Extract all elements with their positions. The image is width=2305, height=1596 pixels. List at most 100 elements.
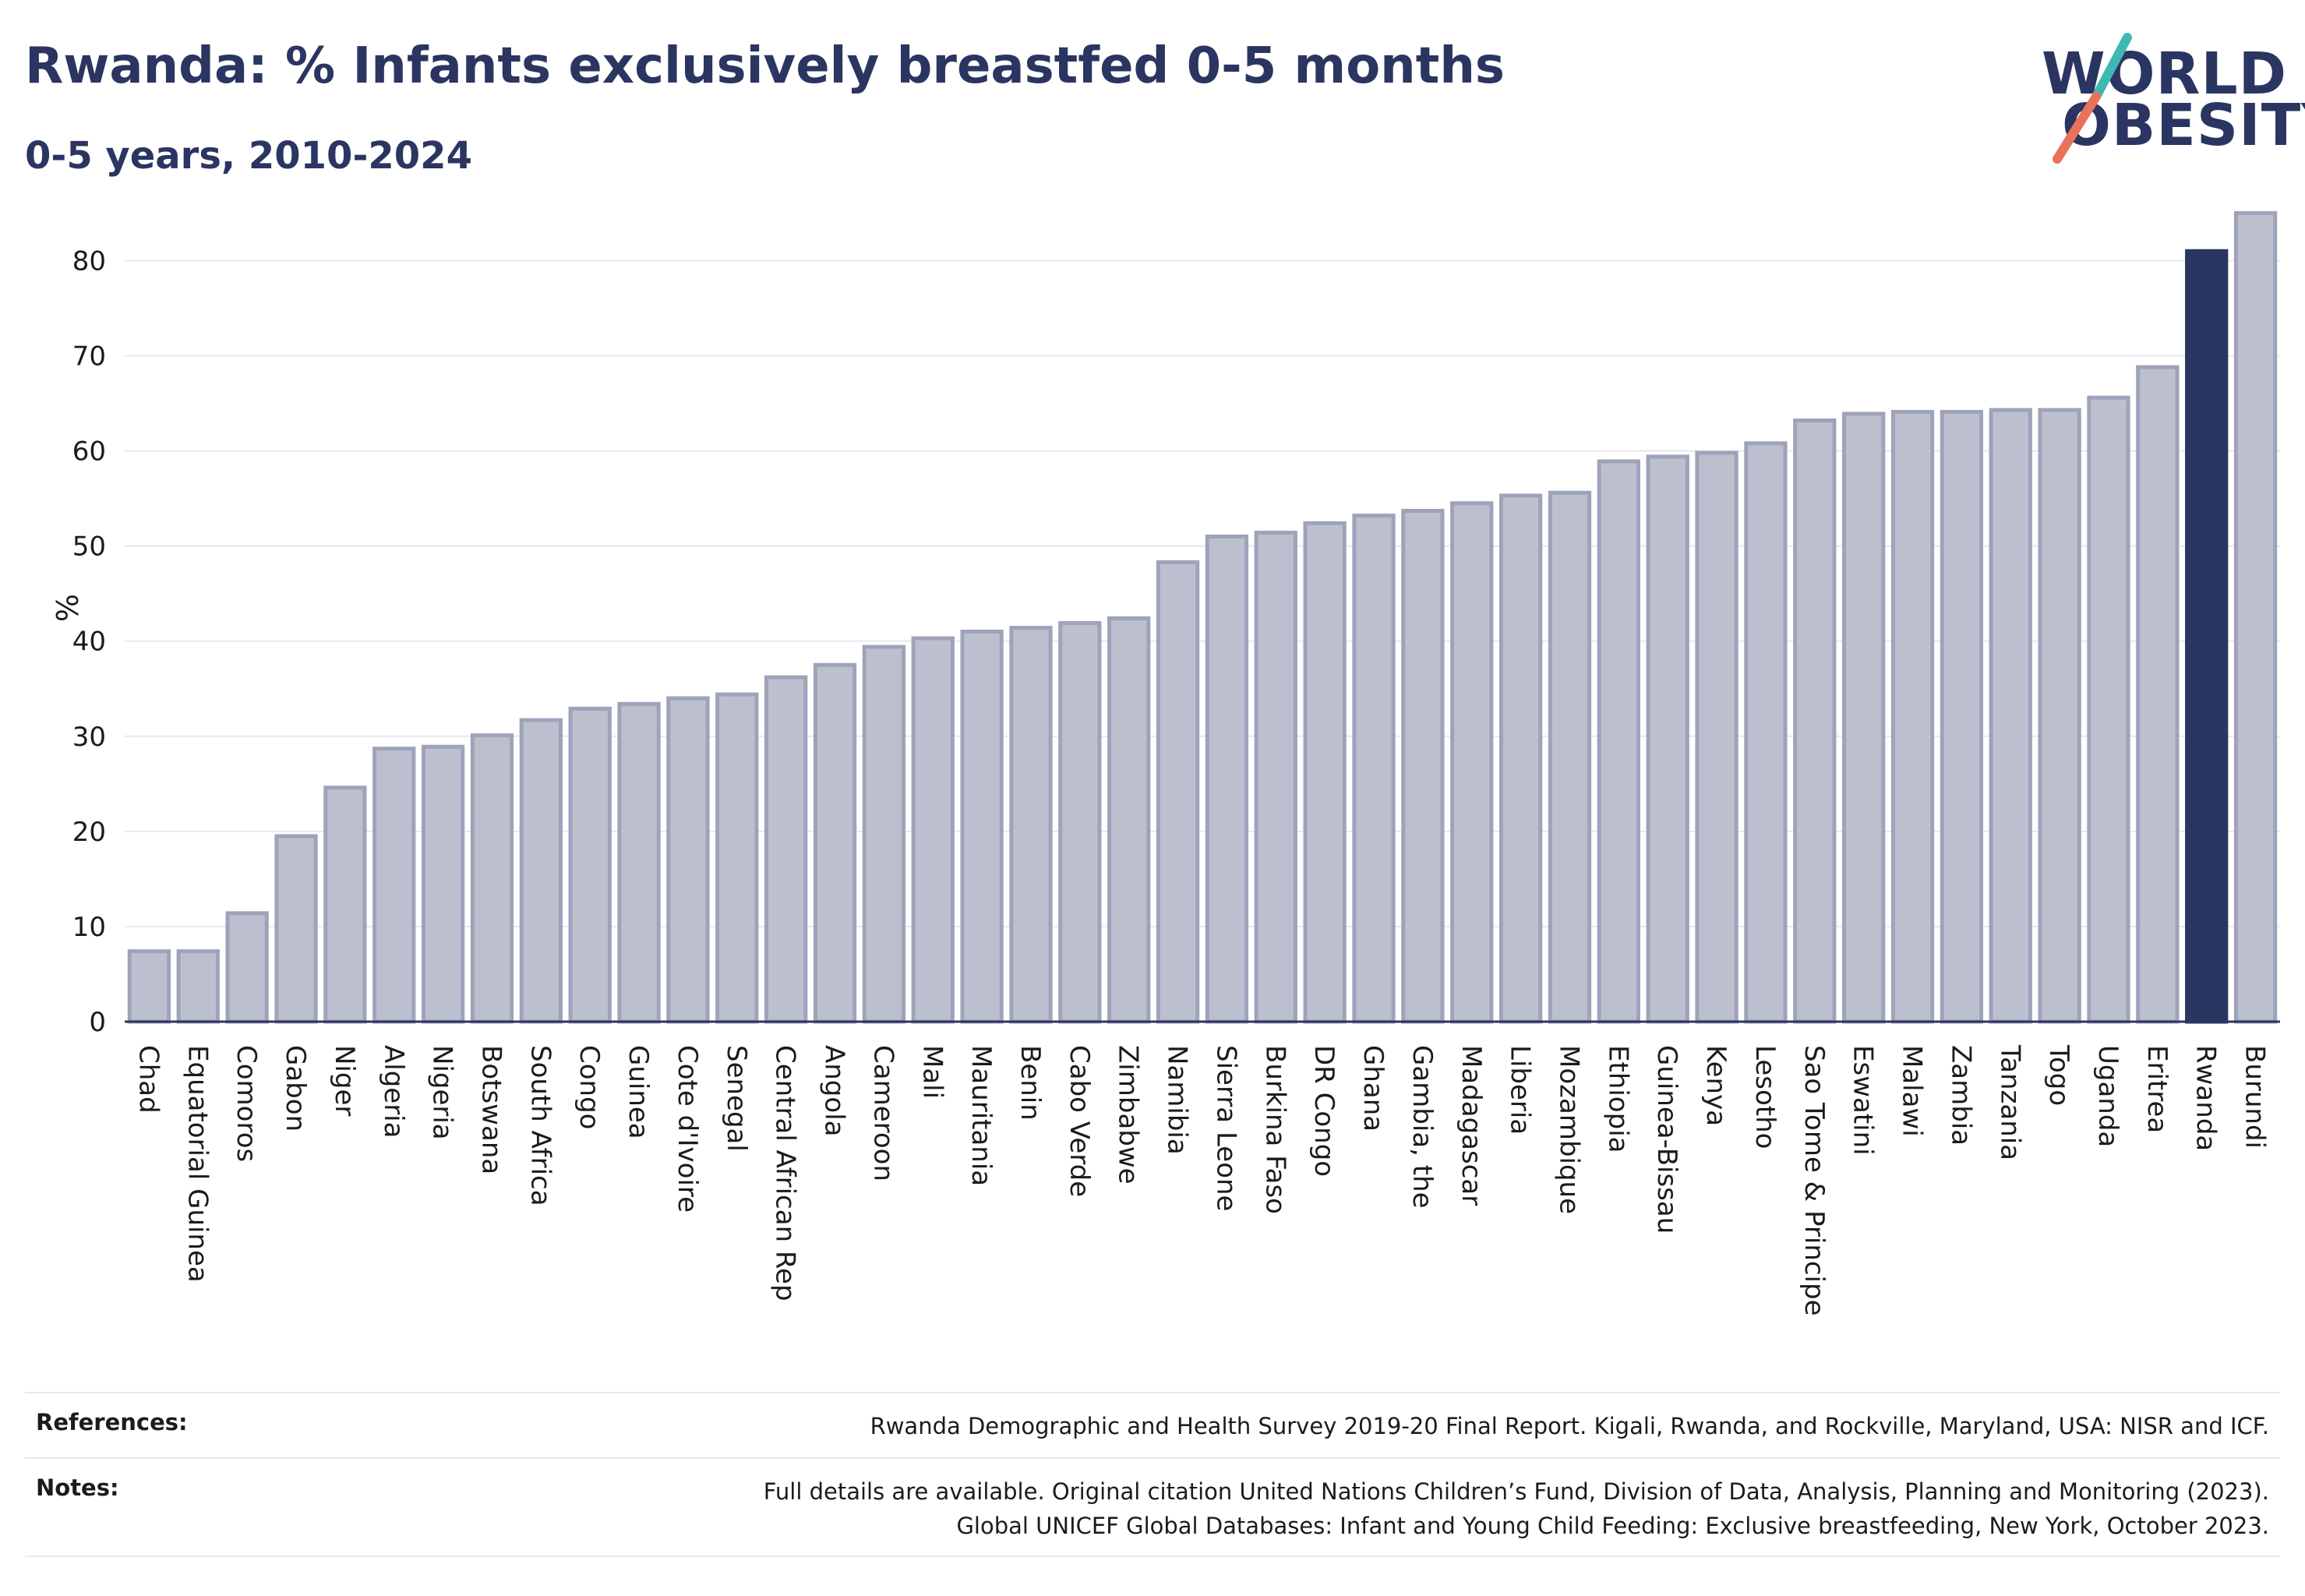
references-label: References: bbox=[36, 1409, 188, 1435]
logo-slash-icon bbox=[2053, 33, 2132, 164]
x-tick-label: Madagascar bbox=[1456, 1045, 1487, 1206]
x-tick-label: Botswana bbox=[475, 1045, 507, 1174]
bar-dr-congo bbox=[1303, 521, 1347, 1024]
x-tick-label: Nigeria bbox=[427, 1045, 458, 1140]
bar-angola bbox=[813, 662, 857, 1024]
bar-eswatini bbox=[1842, 411, 1886, 1024]
bar-rwanda bbox=[2185, 249, 2229, 1024]
x-tick-label: Burkina Faso bbox=[1259, 1045, 1290, 1214]
x-tick-label: Cabo Verde bbox=[1064, 1045, 1095, 1197]
bar-tanzania bbox=[1989, 408, 2032, 1024]
bar-botswana bbox=[470, 733, 514, 1024]
bar-south-africa bbox=[519, 718, 563, 1024]
chart-subtitle: 0-5 years, 2010-2024 bbox=[25, 134, 472, 178]
x-tick-label: Eswatini bbox=[1848, 1045, 1879, 1156]
bar-gambia-the bbox=[1401, 508, 1445, 1024]
bar-central-african-rep bbox=[764, 675, 808, 1024]
x-tick-label: Malawi bbox=[1897, 1045, 1928, 1137]
bar-algeria bbox=[372, 747, 416, 1024]
x-tick-label: South Africa bbox=[524, 1045, 556, 1206]
bar-eritrea bbox=[2136, 365, 2180, 1024]
logo-line-1: WORLD bbox=[2042, 41, 2288, 108]
y-axis-label: % bbox=[49, 594, 83, 622]
x-tick-label: Central African Rep bbox=[770, 1045, 801, 1301]
bar-namibia bbox=[1156, 560, 1200, 1024]
x-tick-label: Senegal bbox=[721, 1045, 752, 1152]
footer-rule-mid bbox=[25, 1457, 2280, 1459]
bar-mauritania bbox=[960, 630, 1004, 1024]
x-tick-label: Sierra Leone bbox=[1210, 1045, 1241, 1211]
x-tick-label: Benin bbox=[1015, 1045, 1046, 1121]
bar-ghana bbox=[1352, 514, 1396, 1024]
bars bbox=[127, 210, 2278, 1024]
bar-guinea-bissau bbox=[1646, 454, 1689, 1024]
x-tick-label: Ethiopia bbox=[1602, 1045, 1633, 1153]
x-tick-label: Kenya bbox=[1700, 1045, 1731, 1126]
x-tick-label: DR Congo bbox=[1308, 1045, 1340, 1177]
y-tick-label: 80 bbox=[72, 245, 106, 277]
notes-label: Notes: bbox=[36, 1474, 119, 1501]
bar-ethiopia bbox=[1597, 459, 1640, 1024]
bar-burkina-faso bbox=[1254, 531, 1297, 1024]
x-tick-label: Zimbabwe bbox=[1113, 1045, 1144, 1185]
bar-gabon bbox=[274, 834, 318, 1024]
x-tick-label: Ghana bbox=[1357, 1045, 1389, 1132]
references-text: Rwanda Demographic and Health Survey 201… bbox=[870, 1413, 2269, 1439]
y-tick-label: 30 bbox=[72, 722, 106, 753]
y-axis-ticks: 0 10 20 30 40 50 60 70 80 bbox=[72, 245, 106, 1038]
footer-rule-top bbox=[25, 1392, 2280, 1393]
bar-zimbabwe bbox=[1107, 616, 1151, 1024]
x-tick-label: Eritrea bbox=[2141, 1045, 2173, 1133]
bar-lesotho bbox=[1744, 441, 1788, 1024]
y-tick-label: 50 bbox=[72, 531, 106, 563]
notes-text-line-2: Global UNICEF Global Databases: Infant a… bbox=[956, 1513, 2269, 1539]
bar-nigeria bbox=[421, 744, 465, 1024]
bar-mozambique bbox=[1548, 490, 1592, 1024]
bar-equatorial-guinea bbox=[176, 949, 220, 1024]
x-axis-ticks: Chad Equatorial Guinea Comoros Gabon Niger Al… bbox=[132, 1044, 2270, 1316]
bar-comoros bbox=[225, 911, 269, 1024]
x-tick-label: Congo bbox=[574, 1045, 605, 1129]
bar-chad bbox=[127, 949, 171, 1024]
y-tick-label: 10 bbox=[72, 912, 106, 943]
bar-cote-d-ivoire bbox=[666, 696, 710, 1024]
x-tick-label: Mauritania bbox=[965, 1045, 997, 1186]
bar-uganda bbox=[2087, 395, 2130, 1024]
x-tick-label: Burundi bbox=[2240, 1045, 2271, 1149]
x-tick-label: Mozambique bbox=[1553, 1045, 1584, 1214]
bar-mali bbox=[911, 636, 955, 1024]
bar-madagascar bbox=[1450, 501, 1494, 1024]
x-tick-label: Comoros bbox=[231, 1045, 262, 1162]
world-obesity-logo: WORLD OBESITY bbox=[2034, 22, 2305, 170]
y-tick-label: 70 bbox=[72, 341, 106, 373]
bar-kenya bbox=[1695, 450, 1738, 1024]
notes-text-line-1: Full details are available. Original cit… bbox=[763, 1478, 2269, 1505]
bar-niger bbox=[323, 786, 367, 1024]
x-tick-label: Uganda bbox=[2092, 1045, 2123, 1147]
bar-senegal bbox=[715, 692, 759, 1024]
bar-burundi bbox=[2233, 210, 2278, 1024]
x-tick-label: Gambia, the bbox=[1407, 1045, 1438, 1209]
x-tick-label: Chad bbox=[132, 1045, 164, 1114]
logo-line-2: OBESITY bbox=[2062, 92, 2305, 159]
x-tick-label: Cote d'Ivoire bbox=[672, 1045, 703, 1213]
bar-sierra-leone bbox=[1205, 534, 1249, 1024]
x-tick-label: Tanzania bbox=[1994, 1044, 2025, 1160]
x-tick-label: Angola bbox=[819, 1045, 850, 1136]
x-tick-label: Namibia bbox=[1162, 1045, 1193, 1155]
x-tick-label: Mali bbox=[916, 1045, 948, 1099]
x-tick-label: Niger bbox=[329, 1045, 360, 1116]
x-tick-label: Zambia bbox=[1945, 1045, 1976, 1146]
bar-togo bbox=[2038, 408, 2081, 1024]
y-tick-label: 40 bbox=[72, 627, 106, 658]
x-tick-label: Rwanda bbox=[2190, 1045, 2222, 1151]
bar-malawi bbox=[1890, 410, 1935, 1024]
bar-congo bbox=[568, 706, 612, 1024]
footer-rule-bottom bbox=[25, 1555, 2280, 1557]
bar-benin bbox=[1009, 626, 1053, 1024]
x-tick-label: Sao Tome & Principe bbox=[1798, 1045, 1830, 1316]
x-tick-label: Cameroon bbox=[867, 1045, 898, 1181]
x-tick-label: Togo bbox=[2043, 1044, 2074, 1106]
bar-liberia bbox=[1498, 493, 1543, 1024]
